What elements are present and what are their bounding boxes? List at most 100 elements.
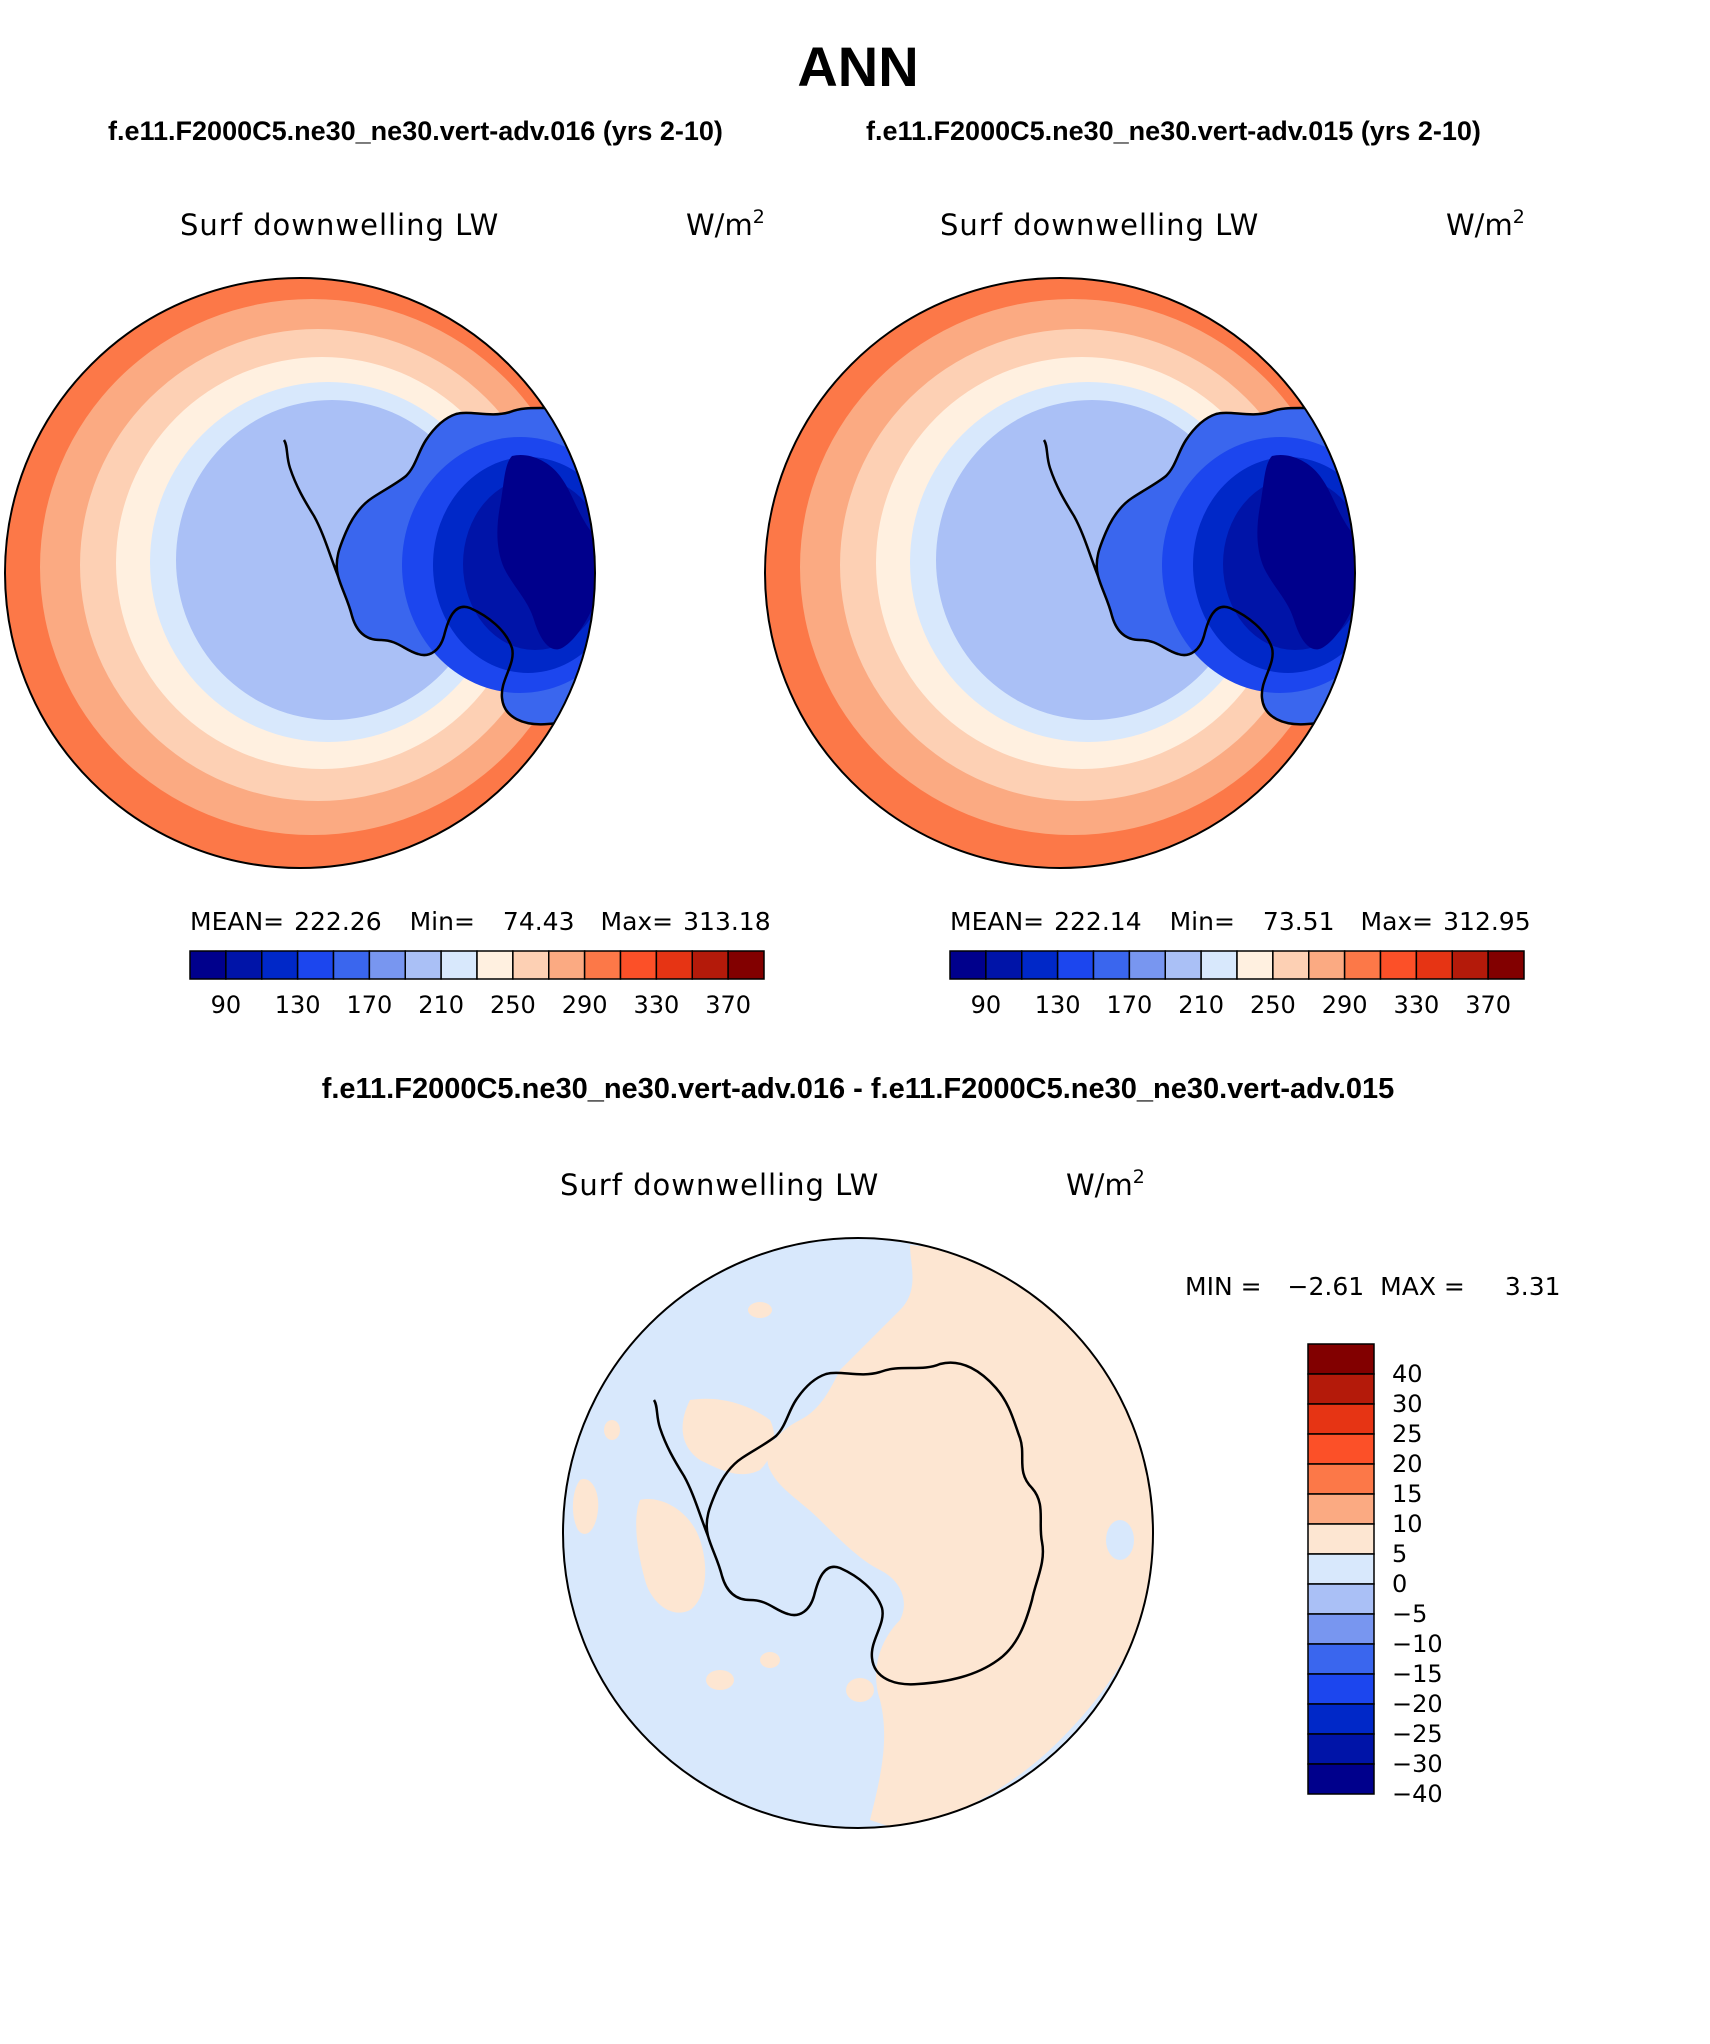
left-colorbar-tick-label: 170 [346, 991, 392, 1019]
difference-colorbar-tick-label: 25 [1392, 1420, 1423, 1448]
right-colorbar-tick-label: 130 [1035, 991, 1081, 1019]
right-case-subtitle: f.e11.F2000C5.ne30_ne30.vert-adv.015 (yr… [866, 116, 1481, 146]
right-stats-line: MEAN= 222.14 Min= 73.51 Max= 312.95 [950, 907, 1531, 936]
left-colorbar: 90 130 170 210 250 290 330 370 [189, 950, 765, 1019]
figure-title: ANN [797, 35, 918, 98]
right-colorbar-box [1308, 950, 1346, 980]
left-colorbar-box [261, 950, 299, 980]
difference-colorbar-box [1307, 1343, 1375, 1375]
difference-colorbar-box [1307, 1673, 1375, 1705]
difference-polar-map [563, 1238, 1153, 1828]
difference-colorbar-tick-label: 0 [1392, 1570, 1407, 1598]
difference-colorbar-tick-label: 40 [1392, 1360, 1423, 1388]
left-colorbar-box [476, 950, 514, 980]
right-colorbar-tick-label: 370 [1465, 991, 1511, 1019]
left-colorbar-box [619, 950, 658, 980]
left-peninsula [282, 439, 340, 577]
left-colorbar-tick-label: 330 [633, 991, 679, 1019]
right-colorbar-tick-label: 290 [1322, 991, 1368, 1019]
right-colorbar-box [1128, 950, 1166, 980]
left-colorbar-box [404, 950, 442, 980]
difference-colorbar-box [1307, 1493, 1375, 1525]
right-colorbar-box [1164, 950, 1202, 980]
difference-colorbar-box [1307, 1643, 1375, 1675]
difference-colorbar-box [1307, 1703, 1375, 1735]
left-colorbar-box [512, 950, 550, 980]
right-colorbar-box [1056, 950, 1095, 980]
right-colorbar-box [1021, 950, 1059, 980]
difference-peninsula [652, 1399, 710, 1537]
difference-colorbar-box [1307, 1613, 1375, 1645]
left-colorbar-tick-label: 250 [490, 991, 536, 1019]
difference-colorbar-tick-label: 20 [1392, 1450, 1423, 1478]
left-case-subtitle: f.e11.F2000C5.ne30_ne30.vert-adv.016 (yr… [108, 116, 723, 146]
left-colorbar-box [368, 950, 406, 980]
difference-colorbar-tick-label: −10 [1392, 1630, 1443, 1658]
right-colorbar-box [1092, 950, 1131, 980]
difference-colorbar-tick-label: 30 [1392, 1390, 1423, 1418]
right-colorbar-box [1236, 950, 1274, 980]
difference-colorbar-tick-label: 15 [1392, 1480, 1423, 1508]
right-peninsula [1042, 439, 1100, 577]
left-polar-map [5, 278, 595, 868]
left-stats-line: MEAN= 222.26 Min= 74.43 Max= 313.18 [190, 907, 771, 936]
difference-colorbar-box [1307, 1433, 1375, 1465]
difference-colorbar-box [1307, 1553, 1375, 1585]
left-colorbar-box [296, 950, 335, 980]
difference-colorbar-tick-label: −40 [1392, 1780, 1443, 1808]
difference-colorbar-tick-label: −25 [1392, 1720, 1443, 1748]
left-colorbar-tick-label: 90 [211, 991, 242, 1019]
difference-colorbar-tick-label: 10 [1392, 1510, 1423, 1538]
right-colorbar-tick-label: 90 [971, 991, 1002, 1019]
left-colorbar-tick-label: 290 [562, 991, 608, 1019]
right-map-panel: Surf downwelling LW W/m2 MEAN= 222.14 Min=… [764, 206, 1531, 1019]
right-colorbar-box [985, 950, 1023, 980]
left-colorbar-box [440, 950, 478, 980]
difference-colorbar-box [1307, 1463, 1375, 1495]
difference-map-border [562, 1237, 1154, 1829]
left-colorbar-tick-label: 370 [705, 991, 751, 1019]
right-colorbar-tick-label: 170 [1106, 991, 1152, 1019]
right-colorbar-tick-label: 330 [1393, 991, 1439, 1019]
difference-variable-label: Surf downwelling LW [560, 1168, 879, 1202]
difference-colorbar-box [1307, 1373, 1375, 1405]
difference-colorbar-tick-label: 5 [1392, 1540, 1407, 1568]
right-colorbar-box [1272, 950, 1310, 980]
left-variable-label: Surf downwelling LW [180, 208, 499, 242]
left-map-border [4, 277, 596, 869]
right-coastline [1095, 401, 1355, 726]
difference-colorbar-tick-label: −5 [1392, 1600, 1427, 1628]
difference-colorbar-box [1307, 1403, 1375, 1435]
right-colorbar-tick-label: 250 [1250, 991, 1296, 1019]
left-colorbar-box [332, 950, 371, 980]
right-colorbar: 90 130 170 210 250 290 330 370 [949, 950, 1525, 1019]
left-colorbar-box [655, 950, 693, 980]
left-colorbar-box [691, 950, 729, 980]
difference-colorbar-box [1307, 1733, 1375, 1765]
left-colorbar-box [727, 950, 765, 980]
left-colorbar-box [225, 950, 263, 980]
left-colorbar-box [189, 950, 227, 980]
right-polar-map [765, 278, 1355, 868]
difference-colorbar-box [1307, 1583, 1375, 1615]
difference-colorbar-box [1307, 1523, 1375, 1555]
left-colorbar-box [548, 950, 586, 980]
left-colorbar-tick-label: 130 [275, 991, 321, 1019]
difference-coastline [705, 1361, 1045, 1686]
right-map-border [764, 277, 1356, 869]
difference-colorbar-tick-label: −20 [1392, 1690, 1443, 1718]
difference-minmax-line: MIN = −2.61 MAX = 3.31 [1185, 1272, 1561, 1301]
difference-units-label: W/m2 [1066, 1166, 1145, 1202]
right-units-label: W/m2 [1446, 206, 1525, 242]
right-colorbar-box [1487, 950, 1525, 980]
difference-colorbar-tick-label: −30 [1392, 1750, 1443, 1778]
right-colorbar-box [1200, 950, 1238, 980]
left-map-panel: Surf downwelling LW W/m2 MEAN= 222.26 Min=… [4, 206, 771, 1019]
left-colorbar-tick-label: 210 [418, 991, 464, 1019]
right-colorbar-box [1379, 950, 1418, 980]
difference-colorbar-box [1307, 1763, 1375, 1795]
right-colorbar-box [1343, 950, 1382, 980]
left-colorbar-box [583, 950, 622, 980]
